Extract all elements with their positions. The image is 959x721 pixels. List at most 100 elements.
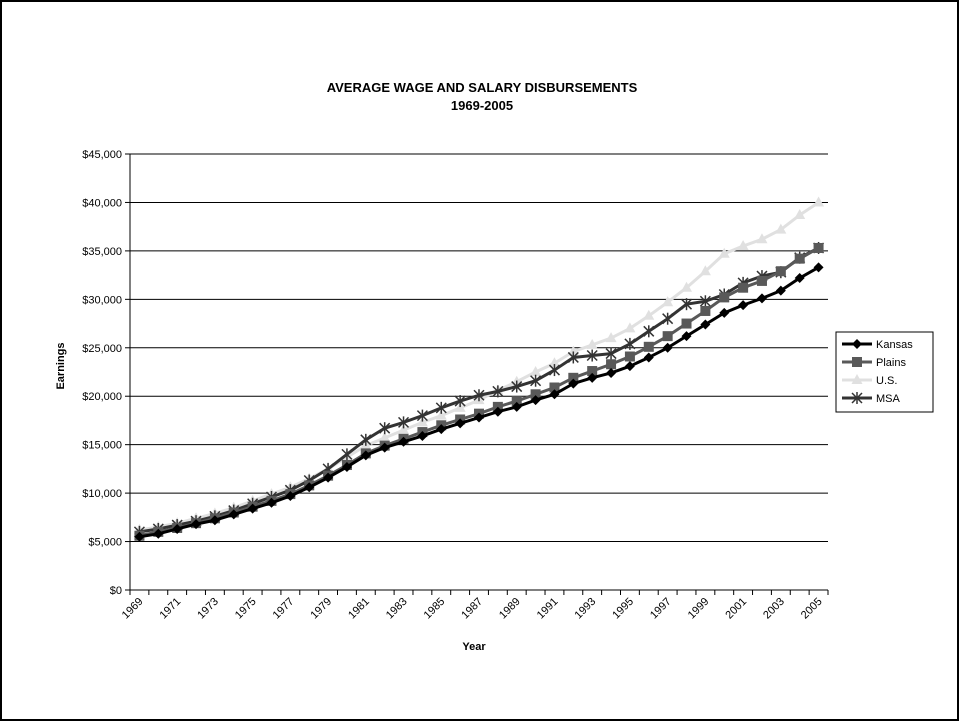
data-point <box>455 418 466 429</box>
data-point <box>794 273 805 284</box>
data-point <box>436 424 447 435</box>
data-point <box>266 497 277 508</box>
data-point <box>530 374 542 387</box>
data-point <box>719 307 730 318</box>
data-point <box>624 337 636 350</box>
data-point <box>737 240 749 251</box>
y-tick-label: $45,000 <box>82 149 122 161</box>
y-tick-label: $5,000 <box>88 537 122 549</box>
x-tick-label: 1993 <box>573 596 599 622</box>
data-point <box>738 282 749 293</box>
axes <box>129 154 828 591</box>
data-point <box>662 331 673 342</box>
data-point <box>756 293 767 304</box>
data-point <box>700 319 711 330</box>
data-point <box>680 298 693 311</box>
data-point <box>417 430 428 441</box>
data-point <box>209 515 220 526</box>
x-tick-label: 1971 <box>157 596 183 622</box>
y-axis-title: Earnings <box>55 342 67 389</box>
data-point <box>700 305 711 316</box>
legend-label: Kansas <box>876 339 913 351</box>
x-tick-label: 1975 <box>233 596 259 622</box>
data-point <box>530 389 541 400</box>
data-point <box>852 357 862 367</box>
data-point <box>341 461 352 472</box>
data-point <box>567 351 579 364</box>
legend-label: U.S. <box>876 375 897 387</box>
data-point <box>492 406 503 417</box>
y-tick-label: $15,000 <box>82 440 122 452</box>
data-point <box>379 422 391 435</box>
data-point <box>624 322 636 333</box>
data-point <box>606 367 617 378</box>
chart-subtitle: 1969-2005 <box>451 98 513 113</box>
data-point <box>568 378 579 389</box>
data-point <box>473 389 485 402</box>
data-point <box>379 431 391 442</box>
data-point <box>624 361 635 372</box>
data-point <box>134 531 145 542</box>
legend-label: MSA <box>876 393 901 405</box>
data-point <box>662 342 673 353</box>
data-point <box>662 312 674 325</box>
data-point <box>549 382 560 393</box>
data-point <box>643 341 654 352</box>
data-point <box>756 275 767 286</box>
data-point <box>624 351 635 362</box>
y-tick-label: $35,000 <box>82 246 122 258</box>
data-point <box>775 223 787 234</box>
data-point <box>228 509 239 520</box>
data-point <box>511 396 522 407</box>
data-point <box>492 385 504 398</box>
x-tick-label: 1977 <box>271 596 297 622</box>
series-group <box>133 196 825 542</box>
data-point <box>605 347 617 360</box>
y-tick-label: $10,000 <box>82 488 122 500</box>
data-point <box>435 401 447 414</box>
data-point <box>699 265 711 276</box>
data-point <box>643 325 655 338</box>
data-point <box>756 233 768 244</box>
data-point <box>813 242 824 253</box>
x-tick-label: 1997 <box>648 596 674 622</box>
data-point <box>738 300 749 311</box>
data-point <box>681 331 692 342</box>
data-point <box>852 339 862 349</box>
data-point <box>247 503 258 514</box>
data-point <box>775 266 786 277</box>
x-tick-label: 1999 <box>686 596 712 622</box>
x-tick-label: 1985 <box>422 596 448 622</box>
data-point <box>360 450 371 461</box>
x-tick-label: 1987 <box>459 596 485 622</box>
x-tick-label: 1973 <box>195 596 221 622</box>
data-point <box>813 262 824 273</box>
data-point <box>699 295 711 308</box>
x-tick-label: 2003 <box>761 596 787 622</box>
data-point <box>153 528 164 539</box>
chart-title: AVERAGE WAGE AND SALARY DISBURSEMENTS <box>327 80 638 95</box>
data-point <box>606 359 617 370</box>
y-tick-label: $40,000 <box>82 197 122 209</box>
data-point <box>662 296 674 307</box>
data-point <box>285 491 296 502</box>
data-point <box>398 416 410 429</box>
x-tick-label: 1979 <box>308 596 334 622</box>
data-point <box>548 357 560 368</box>
data-point <box>191 519 202 530</box>
gridlines <box>130 153 828 543</box>
data-point <box>681 281 693 292</box>
y-tick-label: $0 <box>110 585 122 597</box>
data-point <box>549 389 560 400</box>
data-point <box>530 395 541 406</box>
data-point <box>813 196 825 207</box>
data-point <box>719 292 730 303</box>
data-point <box>360 433 372 446</box>
legend-label: Plains <box>876 357 906 369</box>
x-tick-label: 2001 <box>723 596 749 622</box>
legend-item: MSA <box>842 392 901 405</box>
data-point <box>474 412 484 423</box>
series-line <box>139 201 820 532</box>
